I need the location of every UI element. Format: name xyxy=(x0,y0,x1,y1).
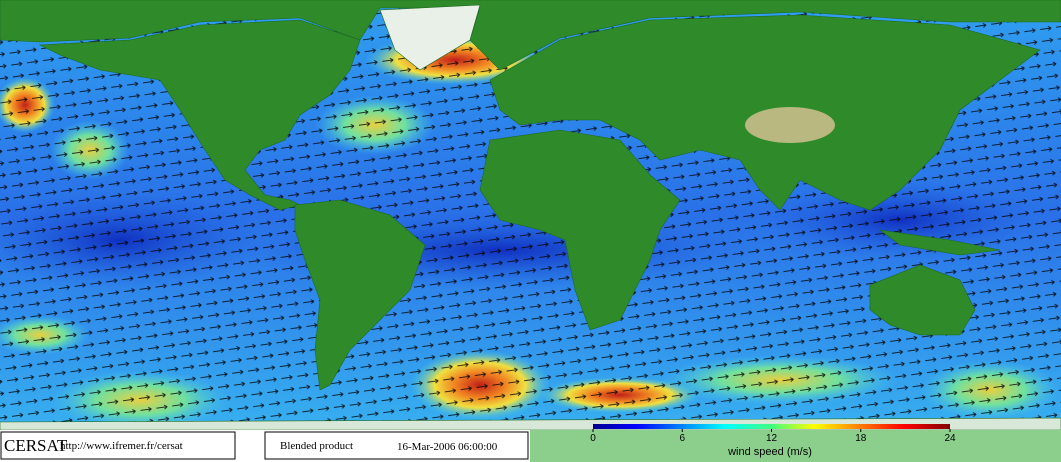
colorbar-tick-label: 12 xyxy=(766,433,778,444)
land xyxy=(0,0,1061,431)
colorbar-tick-label: 0 xyxy=(590,433,596,444)
colorbar-bg xyxy=(530,430,1061,462)
colorbar-tick-label: 24 xyxy=(944,433,956,444)
product: Blended product xyxy=(280,440,353,452)
date: 16-Mar-2006 06:00:00 xyxy=(397,441,498,453)
colorbar-label: wind speed (m/s) xyxy=(727,446,812,458)
url[interactable]: http://www.ifremer.fr/cersat xyxy=(60,440,183,452)
logo: CERSAT xyxy=(4,436,68,455)
logo-box xyxy=(0,431,236,460)
footer: CERSAT http://www.ifremer.fr/cersat Blen… xyxy=(0,424,1061,462)
colorbar xyxy=(593,424,950,429)
colorbar-tick-label: 6 xyxy=(679,433,685,444)
colorbar-tick-label: 18 xyxy=(855,433,867,444)
product-box xyxy=(264,431,529,460)
